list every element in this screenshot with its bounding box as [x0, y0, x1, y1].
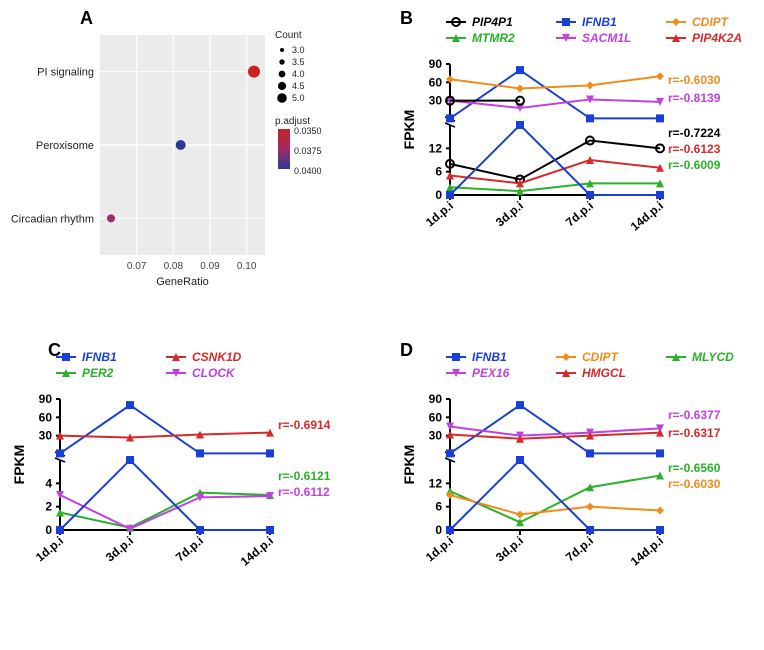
- svg-text:4: 4: [45, 476, 52, 490]
- svg-text:CLOCK: CLOCK: [192, 366, 236, 380]
- svg-text:3d.p.i: 3d.p.i: [493, 199, 526, 230]
- svg-text:0.0350: 0.0350: [294, 126, 322, 136]
- svg-text:IFNB1: IFNB1: [472, 350, 507, 364]
- svg-text:IFNB1: IFNB1: [582, 15, 617, 29]
- svg-text:r=-0.6030: r=-0.6030: [668, 73, 721, 87]
- svg-text:3d.p.i: 3d.p.i: [493, 534, 526, 565]
- svg-text:0: 0: [45, 523, 52, 537]
- svg-text:3.0: 3.0: [292, 45, 305, 55]
- svg-text:Circadian rhythm: Circadian rhythm: [11, 213, 94, 225]
- svg-text:90: 90: [39, 392, 53, 406]
- svg-text:CSNK1D: CSNK1D: [192, 350, 242, 364]
- svg-text:60: 60: [39, 410, 53, 424]
- svg-text:r=-0.6377: r=-0.6377: [668, 408, 721, 422]
- svg-text:7d.p.i: 7d.p.i: [563, 534, 596, 565]
- svg-text:Peroxisome: Peroxisome: [36, 140, 94, 152]
- svg-text:PIP4P1: PIP4P1: [472, 15, 513, 29]
- svg-text:PI signaling: PI signaling: [37, 67, 94, 79]
- svg-text:IFNB1: IFNB1: [82, 350, 117, 364]
- svg-text:r=-0.6123: r=-0.6123: [668, 142, 721, 156]
- svg-text:3.5: 3.5: [292, 57, 305, 67]
- svg-text:90: 90: [429, 57, 443, 71]
- svg-text:PER2: PER2: [82, 366, 114, 380]
- svg-text:r=-0.6560: r=-0.6560: [668, 461, 721, 475]
- svg-text:Count: Count: [275, 30, 302, 41]
- svg-text:r=-0.6112: r=-0.6112: [278, 485, 330, 499]
- svg-text:3d.p.i: 3d.p.i: [103, 534, 136, 565]
- svg-text:r=-0.6317: r=-0.6317: [668, 426, 721, 440]
- svg-text:14d.p.i: 14d.p.i: [628, 199, 666, 234]
- svg-text:0: 0: [435, 188, 442, 202]
- svg-text:5.0: 5.0: [292, 93, 305, 103]
- svg-text:6: 6: [435, 500, 442, 514]
- svg-text:1d.p.i: 1d.p.i: [423, 534, 456, 565]
- svg-text:r=-0.6030: r=-0.6030: [668, 477, 721, 491]
- svg-text:0.0375: 0.0375: [294, 146, 322, 156]
- svg-text:12: 12: [429, 141, 443, 155]
- svg-text:30: 30: [429, 429, 443, 443]
- svg-text:14d.p.i: 14d.p.i: [628, 534, 666, 569]
- svg-text:14d.p.i: 14d.p.i: [238, 534, 276, 569]
- svg-text:60: 60: [429, 75, 443, 89]
- svg-text:r=-0.6009: r=-0.6009: [668, 158, 721, 172]
- svg-text:FPKM: FPKM: [11, 445, 27, 485]
- svg-text:30: 30: [429, 94, 443, 108]
- svg-text:90: 90: [429, 392, 443, 406]
- svg-text:SACM1L: SACM1L: [582, 31, 631, 45]
- svg-text:CDIPT: CDIPT: [582, 350, 620, 364]
- svg-text:7d.p.i: 7d.p.i: [563, 199, 596, 230]
- svg-text:1d.p.i: 1d.p.i: [423, 199, 456, 230]
- svg-text:FPKM: FPKM: [401, 445, 417, 485]
- svg-text:4.0: 4.0: [292, 69, 305, 79]
- svg-text:MTMR2: MTMR2: [472, 31, 515, 45]
- svg-text:1d.p.i: 1d.p.i: [33, 534, 66, 565]
- panel-c-chart: IFNB1 CSNK1D PER2 CLOCK 30 60 90 0 2 4 1d.p.i 3d.p.…: [10, 345, 370, 645]
- svg-text:0.0400: 0.0400: [294, 166, 322, 176]
- svg-text:0: 0: [435, 523, 442, 537]
- svg-text:r=-0.8139: r=-0.8139: [668, 91, 721, 105]
- svg-text:FPKM: FPKM: [401, 110, 417, 150]
- svg-text:0.07: 0.07: [127, 261, 147, 272]
- panel-b-chart: PIP4P1IFNB1CDIPTMTMR2SACM1LPIP4K2A306090…: [400, 10, 764, 300]
- svg-text:CDIPT: CDIPT: [692, 15, 730, 29]
- panel-d-chart: IFNB1 CDIPT MLYCD PEX16 HMGCL 30 60 90 0 6 12 1d.p.…: [400, 345, 764, 645]
- svg-text:r=-0.6914: r=-0.6914: [278, 418, 331, 432]
- svg-text:r=-0.6121: r=-0.6121: [278, 469, 331, 483]
- svg-text:r=-0.7224: r=-0.7224: [668, 126, 721, 140]
- svg-text:0.09: 0.09: [200, 261, 220, 272]
- svg-text:4.5: 4.5: [292, 81, 305, 91]
- svg-text:PIP4K2A: PIP4K2A: [692, 31, 742, 45]
- svg-text:2: 2: [45, 500, 52, 514]
- svg-text:MLYCD: MLYCD: [692, 350, 734, 364]
- svg-text:7d.p.i: 7d.p.i: [173, 534, 206, 565]
- svg-text:GeneRatio: GeneRatio: [156, 276, 209, 288]
- svg-text:0.08: 0.08: [164, 261, 184, 272]
- svg-text:0.10: 0.10: [237, 261, 257, 272]
- svg-text:60: 60: [429, 410, 443, 424]
- svg-text:HMGCL: HMGCL: [582, 366, 626, 380]
- svg-text:6: 6: [435, 165, 442, 179]
- svg-text:12: 12: [429, 476, 443, 490]
- svg-text:PEX16: PEX16: [472, 366, 510, 380]
- panel-a-chart: 0.07 0.08 0.09 0.10 PI signaling Peroxisome Ci…: [0, 10, 360, 290]
- svg-text:30: 30: [39, 429, 53, 443]
